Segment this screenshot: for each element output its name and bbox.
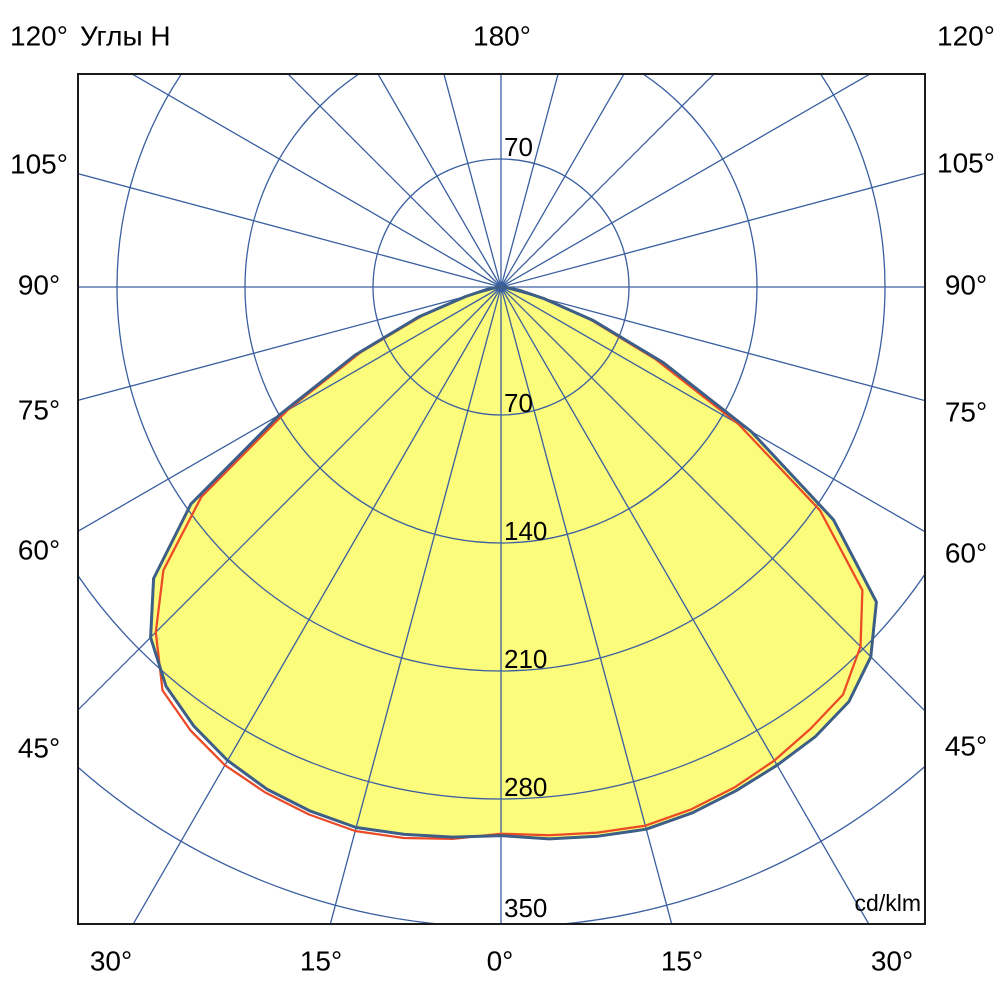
angle-label-bottom: 30°: [871, 946, 913, 977]
ring-value-label: 350: [504, 893, 547, 923]
ring-value-label: 70: [504, 132, 533, 162]
radial-grid-line: [500, 286, 925, 712]
angle-label-bottom: 0°: [487, 946, 514, 977]
ring-value-label: 140: [504, 516, 547, 546]
angle-label-bottom: 15°: [300, 946, 342, 977]
angle-label-top: 180°: [473, 21, 531, 52]
ring-grid-circle: [372, 158, 630, 416]
angle-label-right: 90°: [945, 270, 987, 301]
angle-label-bottom: 15°: [661, 946, 703, 977]
intensity-fill-region: [150, 287, 877, 839]
ring-value-label: 70: [504, 388, 533, 418]
ring-grid-circle: [78, 572, 925, 800]
radial-grid-line: [130, 74, 502, 288]
radial-grid-line: [500, 286, 925, 533]
angle-label-left: 75°: [18, 395, 60, 426]
angle-label-left: 120°: [10, 21, 68, 52]
radial-grid-line: [132, 286, 502, 924]
radial-grid-line: [78, 172, 502, 288]
ring-value-label: 280: [504, 772, 547, 802]
angle-label-right: 75°: [945, 397, 987, 428]
angle-label-right: 120°: [937, 21, 995, 52]
ring-grid-circle: [244, 74, 758, 544]
radial-grid-line: [500, 286, 673, 924]
radial-grid-line: [500, 74, 559, 288]
ring-grid-circle: [116, 74, 886, 672]
angle-label-left: 90°: [18, 270, 60, 301]
radial-grid-line: [500, 74, 872, 288]
radial-grid-line: [78, 286, 502, 402]
angle-label-left: 105°: [10, 149, 68, 180]
radial-grid-line: [377, 74, 502, 288]
radial-grid-line: [500, 74, 625, 288]
ring-value-label: 210: [504, 644, 547, 674]
angle-label-left: 45°: [18, 733, 60, 764]
plot-border: [77, 73, 926, 925]
radial-grid-line: [500, 286, 925, 402]
angle-label-left: 60°: [18, 535, 60, 566]
radial-grid-line: [443, 74, 502, 288]
angle-label-right: 105°: [937, 148, 995, 179]
angle-label-bottom: 30°: [90, 946, 132, 977]
radial-grid-line: [500, 286, 870, 924]
radial-grid-line: [329, 286, 502, 924]
radial-grid-line: [500, 74, 715, 288]
unit-label: cd/klm: [855, 890, 921, 916]
angle-label-right: 45°: [945, 731, 987, 762]
radial-grid-line: [287, 74, 502, 288]
radial-grid-line: [500, 172, 925, 288]
angle-label-right: 60°: [945, 538, 987, 569]
radial-grid-line: [78, 286, 502, 711]
plane-title: Углы H: [80, 21, 171, 52]
intensity-curve-blue: [149, 285, 878, 841]
radial-grid-line: [78, 286, 502, 532]
